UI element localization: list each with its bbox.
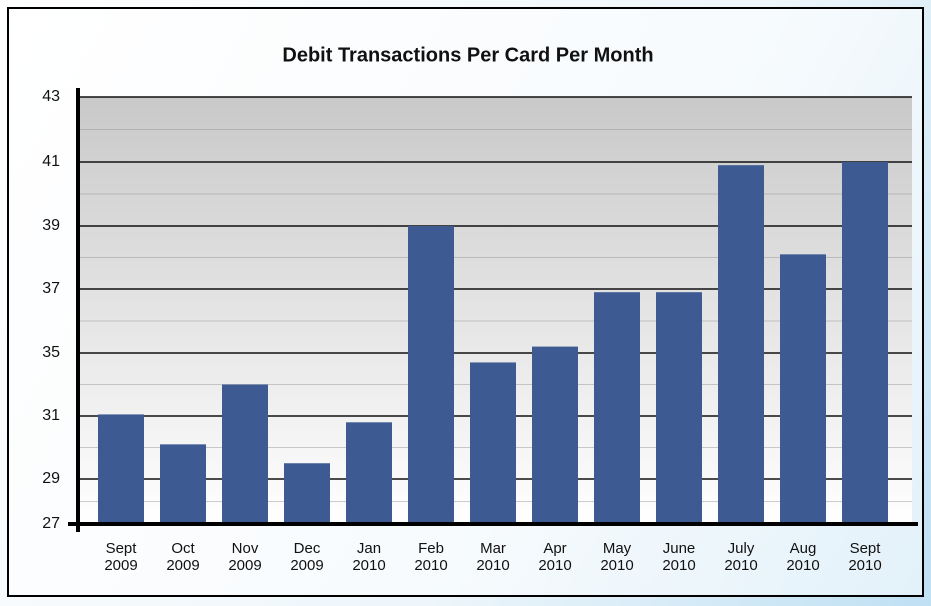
y-tick-label: 37 (42, 280, 60, 297)
y-tick-label: 29 (42, 470, 60, 487)
bar (594, 292, 640, 524)
y-tick-label: 31 (42, 407, 60, 424)
y-tick-label: 35 (42, 344, 60, 361)
y-tick-label: 27 (42, 515, 60, 532)
bar (532, 346, 578, 524)
x-tick-label: June 2010 (662, 540, 696, 574)
x-tick-label: Dec 2009 (290, 540, 324, 574)
bar (718, 165, 764, 524)
chart-title: Debit Transactions Per Card Per Month (282, 44, 653, 66)
x-tick-label: Nov 2009 (228, 540, 262, 574)
bar (222, 384, 268, 524)
y-tick-label: 39 (42, 217, 60, 234)
x-tick-label: Feb 2010 (414, 540, 448, 574)
x-tick-label: Mar 2010 (476, 540, 510, 574)
x-tick-label: Apr 2010 (538, 540, 572, 574)
x-tick-label: Oct 2009 (166, 540, 200, 574)
x-tick-label: Jan 2010 (352, 540, 386, 574)
x-tick-label: Sept 2009 (104, 540, 138, 574)
bar (780, 254, 826, 524)
bar (98, 414, 144, 524)
bar (284, 463, 330, 524)
x-tick-label: Aug 2010 (786, 540, 820, 574)
bar (408, 226, 454, 524)
y-tick-label: 43 (42, 88, 60, 105)
bar (346, 422, 392, 524)
y-tick-label: 41 (42, 153, 60, 170)
bar (842, 162, 888, 524)
bar (656, 292, 702, 524)
x-tick-label: July 2010 (724, 540, 758, 574)
x-tick-label: Sept 2010 (848, 540, 882, 574)
bar (470, 362, 516, 524)
x-tick-label: May 2010 (600, 540, 634, 574)
bar (160, 444, 206, 524)
